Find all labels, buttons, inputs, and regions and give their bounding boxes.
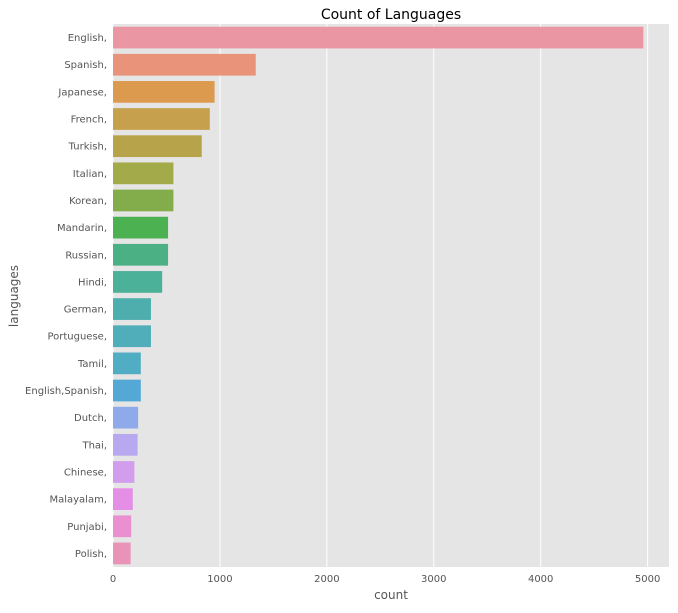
y-tick-label: Tamil, (77, 359, 107, 370)
y-tick-label: Italian, (73, 169, 107, 180)
bars (113, 26, 644, 565)
chart-title: Count of Languages (321, 7, 461, 23)
bar-2 (113, 81, 215, 103)
y-tick-label: English,Spanish, (25, 386, 107, 397)
x-tick-label: 5000 (635, 574, 660, 585)
bar-15 (113, 433, 138, 456)
y-tick-label: Punjabi, (67, 522, 107, 533)
x-tick-label: 0 (110, 574, 116, 585)
y-tick-label: Chinese, (64, 467, 107, 478)
y-tick-label: Russian, (65, 250, 107, 261)
y-tick-label: Hindi, (78, 277, 107, 288)
bar-11 (113, 325, 151, 348)
x-tick-labels: 0 1000 2000 3000 4000 5000 (110, 574, 661, 585)
plot-area (113, 24, 669, 567)
y-tick-label: Turkish, (68, 142, 107, 153)
bar-16 (113, 461, 135, 483)
bar-8 (113, 243, 169, 266)
bar-0 (113, 26, 644, 49)
x-tick-label: 1000 (207, 574, 232, 585)
y-tick-labels: English,Spanish,Japanese,French,Turkish,… (25, 33, 107, 560)
bar-5 (113, 162, 174, 185)
y-tick-label: Mandarin, (57, 223, 107, 234)
y-axis-label: languages (7, 265, 21, 327)
y-tick-label: French, (71, 115, 107, 126)
bar-4 (113, 135, 202, 158)
bar-13 (113, 379, 141, 402)
bar-18 (113, 515, 132, 538)
x-tick-label: 3000 (421, 574, 446, 585)
y-tick-label: Thai, (81, 440, 107, 451)
bar-19 (113, 542, 131, 565)
y-tick-label: Polish, (75, 549, 107, 560)
y-tick-label: Malayalam, (49, 495, 107, 506)
y-tick-label: English, (68, 33, 107, 44)
x-axis-label: count (374, 588, 408, 602)
bar-1 (113, 53, 256, 76)
x-tick-label: 4000 (528, 574, 553, 585)
bar-3 (113, 108, 210, 130)
y-tick-label: Spanish, (64, 60, 107, 71)
bar-6 (113, 189, 174, 212)
y-tick-label: Korean, (69, 196, 107, 207)
bar-9 (113, 271, 163, 293)
bar-17 (113, 488, 133, 510)
bar-12 (113, 352, 141, 375)
x-tick-label: 2000 (314, 574, 339, 585)
y-tick-label: German, (64, 305, 107, 316)
y-tick-label: Portuguese, (47, 332, 107, 343)
y-tick-label: Dutch, (74, 413, 107, 424)
y-tick-label: Japanese, (57, 87, 107, 98)
bar-14 (113, 406, 139, 429)
bar-7 (113, 216, 169, 239)
bar-10 (113, 298, 151, 320)
